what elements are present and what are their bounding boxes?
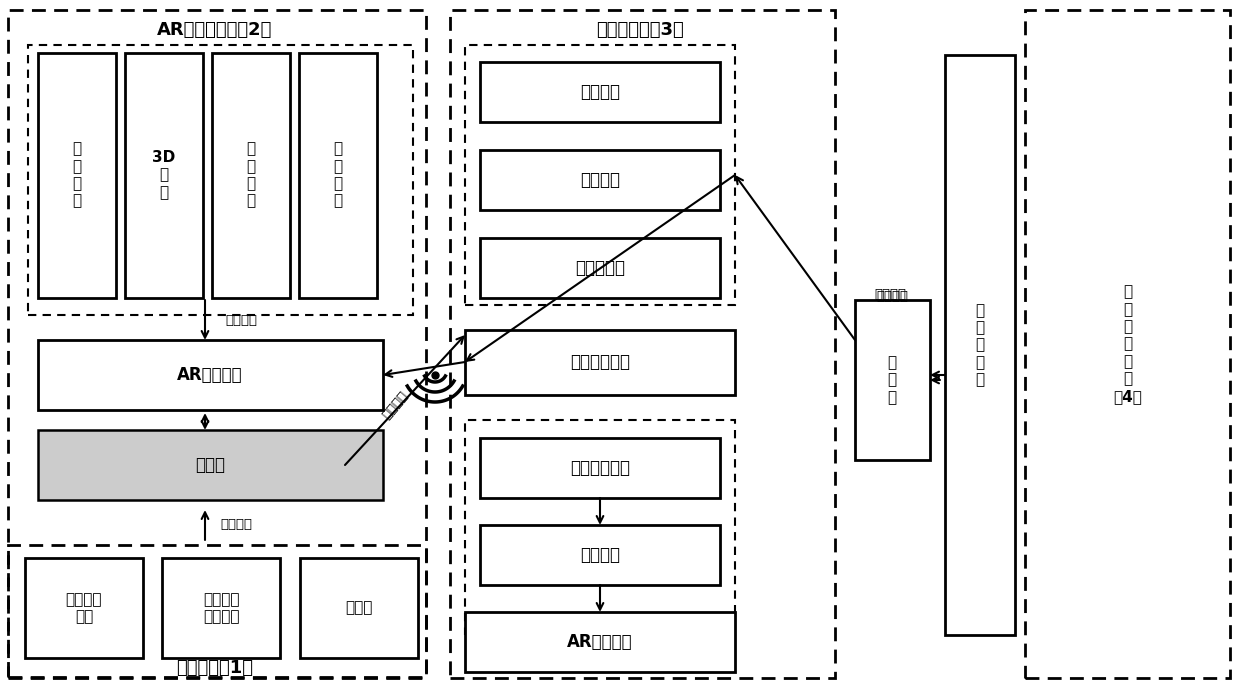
Bar	[38, 430, 383, 500]
Bar	[300, 558, 418, 658]
Bar	[480, 150, 720, 210]
Text: 虚
拟
样
机: 虚 拟 样 机	[72, 141, 82, 209]
Bar	[38, 340, 383, 410]
Text: 标识图跟踪: 标识图跟踪	[575, 259, 625, 277]
Text: 图
形
识
别
码: 图 形 识 别 码	[976, 302, 985, 387]
Text: 设备数据（1）: 设备数据（1）	[176, 659, 253, 677]
Bar	[162, 558, 280, 658]
Text: 3D
模
型: 3D 模 型	[153, 150, 176, 200]
Text: 设备状态
监测系统: 设备状态 监测系统	[203, 592, 239, 624]
Bar	[7, 10, 427, 678]
Bar	[25, 558, 143, 658]
Bar	[480, 438, 720, 498]
Bar	[38, 53, 117, 298]
Text: 设
备
手
册: 设 备 手 册	[247, 141, 255, 209]
Bar	[465, 45, 735, 305]
Text: 传感器: 传感器	[345, 601, 373, 615]
Text: 设备控制
系统: 设备控制 系统	[66, 592, 102, 624]
Text: 摄
像
机: 摄 像 机	[888, 355, 897, 405]
Text: 真
实
设
备
场
景
（4）: 真 实 设 备 场 景 （4）	[1114, 285, 1142, 404]
Bar	[465, 612, 735, 672]
Bar	[856, 300, 930, 460]
Bar	[480, 238, 720, 298]
Bar	[480, 525, 720, 585]
Text: AR虚拟场景: AR虚拟场景	[177, 366, 243, 384]
Text: 数据库: 数据库	[195, 456, 224, 474]
Bar	[125, 53, 203, 298]
Text: 模型处理: 模型处理	[224, 313, 257, 327]
Bar	[480, 62, 720, 122]
Text: 移动应用端（3）: 移动应用端（3）	[596, 21, 684, 39]
Text: 虚实融合: 虚实融合	[580, 546, 620, 564]
Text: 场景图象: 场景图象	[875, 291, 908, 303]
Bar	[7, 545, 427, 677]
Bar	[212, 53, 290, 298]
Text: 三维模型: 三维模型	[379, 389, 410, 422]
Bar	[465, 330, 735, 395]
Text: 无线传输: 无线传输	[219, 519, 252, 531]
Text: 位姿估计: 位姿估计	[580, 171, 620, 189]
Bar	[450, 10, 835, 678]
Bar	[299, 53, 377, 298]
Text: 人机交互程序: 人机交互程序	[570, 353, 630, 371]
Text: 维
修
辅
助: 维 修 辅 助	[334, 141, 342, 209]
Bar	[945, 55, 1016, 635]
Bar	[465, 420, 735, 635]
Text: 目标识别: 目标识别	[580, 83, 620, 101]
Text: AR系统服务器（2）: AR系统服务器（2）	[157, 21, 273, 39]
Text: AR图像输出: AR图像输出	[567, 633, 632, 651]
Text: 场景图象: 场景图象	[874, 289, 906, 302]
Bar	[1025, 10, 1230, 678]
Text: 三维引擎渲染: 三维引擎渲染	[570, 459, 630, 477]
Bar	[29, 45, 413, 315]
